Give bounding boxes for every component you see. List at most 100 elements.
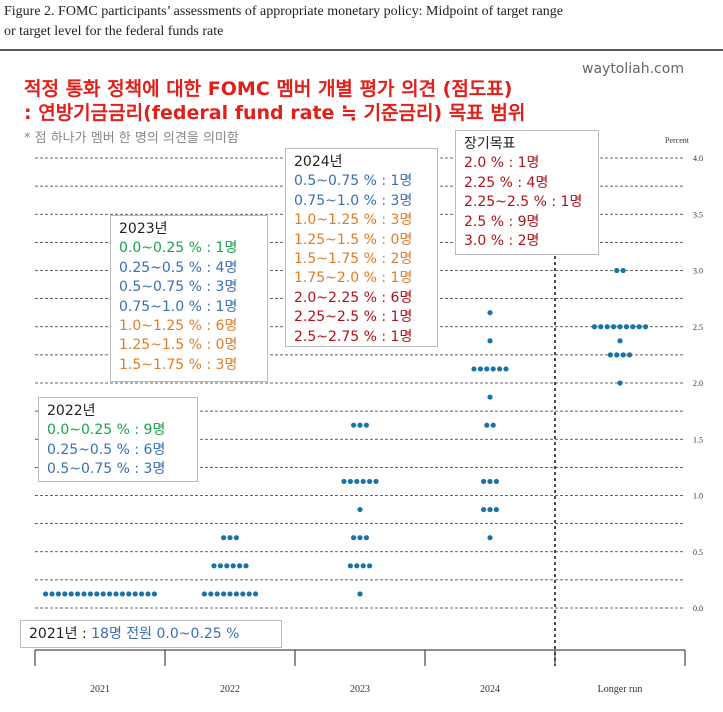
dot: [367, 563, 373, 569]
box-line: 18명 전원 0.0~0.25 %: [91, 626, 240, 642]
title: : 연방기금금리(federal fund rate ≒ 기준금리) 목표 범위: [24, 102, 526, 124]
box-line: 2.5~2.75 % : 1명: [294, 328, 413, 345]
dot: [354, 563, 360, 569]
title: 적정 통화 정책에 대한 FOMC 멤버 개별 평가 의견 (점도표): [24, 78, 513, 100]
dot: [484, 366, 490, 372]
dot: [497, 366, 503, 372]
y-tick-label: 0.0: [693, 604, 703, 613]
y-tick-label: 1.0: [693, 492, 703, 501]
dot: [221, 535, 227, 541]
dot: [490, 422, 496, 428]
box-title: 2022년: [47, 403, 96, 419]
dot: [598, 324, 604, 330]
x-tick-label: 2022: [220, 684, 240, 695]
dot: [221, 591, 227, 597]
dot: [481, 506, 487, 513]
box-line: 1.25~1.5 % : 0명: [294, 231, 413, 248]
dot: [240, 591, 246, 597]
dot: [201, 591, 207, 597]
box-title: 2023년: [119, 221, 168, 237]
dot: [126, 591, 132, 597]
box-line: 2.0 % : 1명: [464, 155, 540, 172]
dot: [243, 563, 249, 569]
box-line: 1.5~1.75 % : 3명: [119, 356, 238, 373]
dot: [617, 338, 623, 344]
dot: [591, 324, 598, 330]
dot: [490, 366, 496, 372]
dot: [487, 394, 493, 400]
dot: [357, 591, 363, 597]
x-tick-label: 2023: [350, 684, 370, 695]
annotation-box: 2024년 0.5~0.75 % : 1명 0.75~1.0 % : 3명 1.0~1…: [285, 148, 438, 347]
dot: [503, 366, 509, 372]
dot: [224, 563, 230, 569]
dot: [230, 563, 236, 569]
box-line: 1.5~1.75 % : 2명: [294, 251, 413, 268]
box-line: 0.75~1.0 % : 1명: [119, 298, 238, 315]
dot: [139, 591, 145, 597]
dot: [132, 591, 138, 597]
dot: [363, 535, 369, 541]
dot: [233, 591, 239, 597]
dot: [373, 478, 379, 485]
dot: [477, 366, 483, 372]
dot: [94, 591, 100, 597]
box-title: 2021년 :: [29, 626, 87, 642]
dot: [481, 478, 487, 485]
dot: [360, 478, 366, 485]
dot: [253, 591, 259, 597]
dot: [62, 591, 68, 597]
box-line: 2.25 % : 4명: [464, 174, 549, 191]
dot: [487, 338, 493, 344]
dot: [113, 591, 119, 597]
box-line: 2.25~2.5 % : 1명: [464, 194, 583, 211]
dot: [233, 535, 239, 541]
x-tick-label: Longer run: [598, 684, 643, 695]
box-title: 장기목표: [464, 136, 516, 152]
dot: [630, 324, 636, 330]
box-line: 0.75~1.0 % : 3명: [294, 192, 413, 209]
dot: [351, 422, 357, 428]
watermark: waytoliah.com: [582, 61, 684, 77]
note: * 점 하나가 멤버 한 명의 의견을 의미함: [24, 131, 239, 146]
dot: [347, 563, 353, 569]
box-line: 1.25~1.5 % : 0명: [119, 337, 238, 354]
caption: Figure 2. FOMC participants’ assessments…: [4, 4, 563, 19]
dot: [341, 478, 347, 485]
y-tick-label: 2.5: [693, 323, 703, 332]
box-title: 2024년: [294, 154, 343, 170]
dot: [360, 563, 366, 569]
box-line: 0.5~0.75 % : 3명: [119, 279, 238, 296]
dot: [214, 591, 220, 597]
y-tick-label: 4.0: [693, 154, 703, 163]
dot: [227, 591, 233, 597]
box-line: 2.25~2.5 % : 1명: [294, 309, 413, 326]
dot: [208, 591, 214, 597]
box-line: 2.0~2.25 % : 6명: [294, 289, 413, 306]
dot: [237, 563, 243, 569]
dot: [107, 591, 113, 597]
dot: [351, 535, 357, 541]
dot: [119, 591, 125, 597]
box-line: 0.0~0.25 % : 1명: [119, 240, 238, 257]
dot: [81, 591, 87, 597]
dot: [487, 478, 493, 485]
dot: [604, 324, 610, 330]
dot: [487, 310, 493, 316]
x-tick-label: 2024: [480, 684, 500, 695]
dot: [367, 478, 373, 485]
dot: [617, 324, 623, 330]
dot: [100, 591, 106, 597]
dot: [55, 591, 62, 597]
dot: [357, 535, 363, 541]
dot: [357, 422, 363, 428]
dot: [227, 535, 233, 541]
dot: [347, 478, 353, 485]
dot: [493, 506, 499, 513]
dot: [623, 324, 630, 330]
box-line: 0.25~0.5 % : 6명: [47, 441, 166, 458]
dot: [607, 352, 614, 358]
dot: [151, 591, 157, 597]
dot: [354, 478, 360, 485]
